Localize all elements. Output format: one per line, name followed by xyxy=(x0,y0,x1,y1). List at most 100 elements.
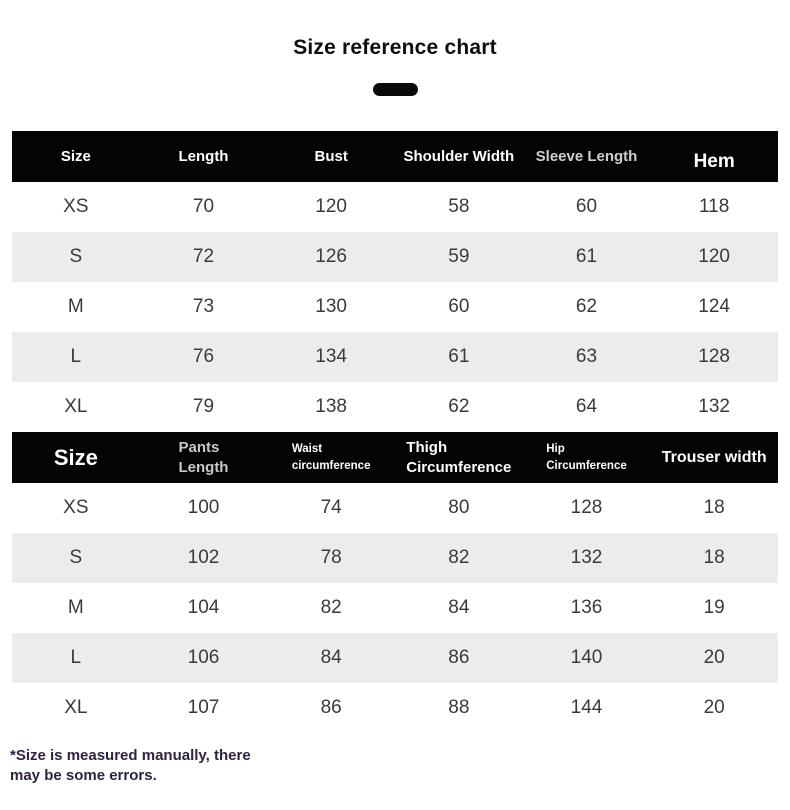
header-pants-length-lines: Pants Length xyxy=(178,438,228,477)
table-row-xs: XS 70 120 58 60 118 xyxy=(12,182,778,232)
table-cell: 130 xyxy=(315,296,347,317)
table-cell: M xyxy=(67,296,84,317)
table-cell: 78 xyxy=(320,547,342,568)
header-size: Size xyxy=(60,148,91,165)
table-cell: 128 xyxy=(570,497,603,518)
table-cell: 76 xyxy=(192,346,215,367)
header-line: Pants xyxy=(178,439,220,456)
table-cell: 74 xyxy=(320,497,342,518)
header-thigh-circumference-lines: Thigh Circumference xyxy=(406,438,511,477)
table-cell: 138 xyxy=(315,396,347,417)
table-cell: 18 xyxy=(703,547,725,568)
pants-size-table: Size Pants Length Waist circumference Th… xyxy=(12,432,778,733)
table-row-l: L 106 84 86 140 20 xyxy=(12,633,778,683)
table-cell: 62 xyxy=(575,296,598,317)
table-cell: 88 xyxy=(448,697,470,718)
header-waist-circumference-lines: Waist circumference xyxy=(292,441,371,474)
header-sleeve-length: Sleeve Length xyxy=(535,148,638,165)
header-line: Hip xyxy=(546,442,565,455)
table-cell: 84 xyxy=(448,597,470,618)
table-row-xl: XL 79 138 62 64 132 xyxy=(12,382,778,432)
table-cell: 79 xyxy=(192,396,215,417)
tops-header-row: Size Length Bust Shoulder Width Sleeve L… xyxy=(12,131,778,182)
table-cell: XL xyxy=(64,697,88,718)
table-cell: XS xyxy=(63,196,89,217)
header-size: Size xyxy=(53,444,98,470)
table-cell: 61 xyxy=(575,246,598,267)
table-cell: 124 xyxy=(698,296,730,317)
header-length: Length xyxy=(178,148,229,165)
table-cell: 20 xyxy=(703,697,725,718)
table-cell: 82 xyxy=(320,597,342,618)
header-hip-circumference-lines: Hip Circumference xyxy=(546,441,627,474)
table-cell: 86 xyxy=(448,647,470,668)
footnote-text: *Size is measured manually, there may be… xyxy=(10,747,251,784)
table-cell: S xyxy=(69,246,83,267)
table-cell: 59 xyxy=(448,246,470,267)
table-cell: XL xyxy=(64,396,88,417)
table-cell: 134 xyxy=(315,346,347,367)
table-cell: 84 xyxy=(320,647,342,668)
table-cell: 140 xyxy=(570,647,603,668)
table-row-m: M 73 130 60 62 124 xyxy=(12,282,778,332)
header-trouser-width: Trouser width xyxy=(661,448,767,466)
table-cell: 19 xyxy=(703,597,725,618)
table-cell: XS xyxy=(63,497,89,518)
table-cell: 20 xyxy=(703,647,725,668)
table-cell: 107 xyxy=(187,697,220,718)
table-cell: 82 xyxy=(448,547,470,568)
table-cell: 60 xyxy=(448,296,470,317)
table-row-l: L 76 134 61 63 128 xyxy=(12,332,778,382)
table-cell: 126 xyxy=(315,246,347,267)
table-cell: 136 xyxy=(570,597,603,618)
table-cell: 73 xyxy=(192,296,215,317)
header-line: Circumference xyxy=(406,458,512,476)
header-bust: Bust xyxy=(314,148,348,165)
table-cell: 62 xyxy=(448,396,470,417)
table-row-xs: XS 100 74 80 128 18 xyxy=(12,483,778,533)
table-cell: L xyxy=(70,647,82,668)
header-thigh-circumference: Thigh Circumference xyxy=(395,438,523,477)
header-line: Thigh xyxy=(406,439,448,456)
table-cell: 120 xyxy=(315,196,347,217)
size-chart-page: Size reference chart Size Length Bust Sh… xyxy=(0,36,790,810)
table-row-m: M 104 82 84 136 19 xyxy=(12,583,778,633)
table-cell: 128 xyxy=(698,346,730,367)
header-line: Circumference xyxy=(546,459,627,472)
table-cell: 72 xyxy=(192,246,215,267)
header-pants-length: Pants Length xyxy=(140,438,268,477)
table-cell: 58 xyxy=(448,196,470,217)
table-cell: 132 xyxy=(698,396,730,417)
table-cell: 61 xyxy=(448,346,470,367)
table-row-s: S 102 78 82 132 18 xyxy=(12,533,778,583)
table-cell: 80 xyxy=(448,497,470,518)
table-cell: L xyxy=(70,346,82,367)
header-line: circumference xyxy=(291,459,371,472)
header-hem: Hem xyxy=(693,150,735,172)
table-cell: 106 xyxy=(187,647,220,668)
table-cell: 64 xyxy=(575,396,598,417)
table-cell: 63 xyxy=(575,346,598,367)
page-title: Size reference chart xyxy=(293,36,497,59)
table-cell: 18 xyxy=(703,497,725,518)
header-waist-circumference: Waist circumference xyxy=(267,441,395,474)
table-cell: 120 xyxy=(698,246,730,267)
table-cell: 70 xyxy=(192,196,215,217)
pants-header-row: Size Pants Length Waist circumference Th… xyxy=(12,432,778,483)
tops-size-table: Size Length Bust Shoulder Width Sleeve L… xyxy=(12,131,778,432)
table-row-s: S 72 126 59 61 120 xyxy=(12,232,778,282)
table-cell: 118 xyxy=(699,196,730,217)
table-cell: 104 xyxy=(187,597,220,618)
table-cell: 86 xyxy=(320,697,342,718)
header-line: Length xyxy=(178,458,229,476)
header-hip-circumference: Hip Circumference xyxy=(523,441,651,474)
table-cell: 144 xyxy=(570,697,603,718)
table-cell: 132 xyxy=(570,547,603,568)
table-cell: 60 xyxy=(575,196,598,217)
header-line: Waist xyxy=(291,442,323,455)
divider-pill xyxy=(372,83,418,96)
header-shoulder-width: Shoulder Width xyxy=(403,148,515,165)
table-cell: M xyxy=(67,597,84,618)
table-cell: 102 xyxy=(187,547,220,568)
table-row-xl: XL 107 86 88 144 20 xyxy=(12,683,778,733)
